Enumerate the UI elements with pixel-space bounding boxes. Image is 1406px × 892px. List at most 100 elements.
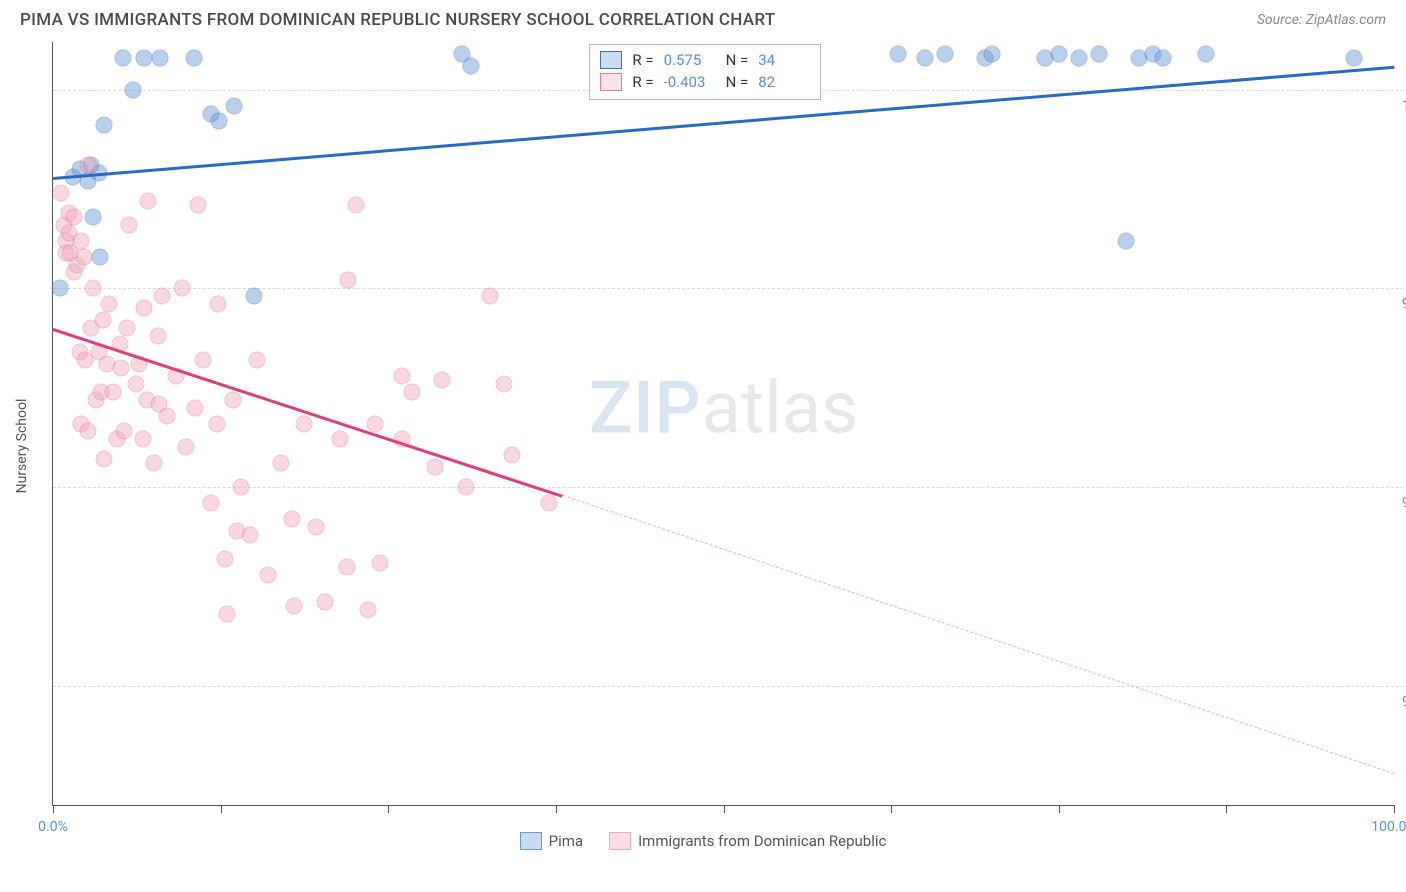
stats-row-pima: R = 0.575 N = 34 bbox=[600, 49, 810, 71]
y-tick-label: 95.0% bbox=[1402, 495, 1406, 511]
data-point-pima bbox=[1090, 45, 1107, 62]
data-point-dr bbox=[136, 300, 153, 317]
data-point-pima bbox=[916, 49, 933, 66]
fit-line-dash bbox=[562, 495, 1394, 774]
data-point-pima bbox=[91, 248, 108, 265]
data-point-dr bbox=[495, 375, 512, 392]
n-label: N = bbox=[726, 49, 749, 71]
plot-area: ZIPatlas 92.5%95.0%97.5%100.0%0.0%100.0%… bbox=[52, 42, 1394, 806]
x-tick bbox=[724, 805, 725, 813]
gridline bbox=[53, 487, 1406, 488]
data-point-pima bbox=[1070, 49, 1087, 66]
data-point-dr bbox=[173, 280, 190, 297]
y-tick-label: 92.5% bbox=[1402, 694, 1406, 710]
data-point-dr bbox=[219, 606, 236, 623]
x-tick bbox=[221, 805, 222, 813]
data-point-pima bbox=[1050, 45, 1067, 62]
data-point-dr bbox=[331, 431, 348, 448]
x-tick bbox=[1059, 805, 1060, 813]
data-point-dr bbox=[140, 192, 157, 209]
data-point-dr bbox=[105, 383, 122, 400]
data-point-dr bbox=[158, 407, 175, 424]
data-point-dr bbox=[128, 375, 145, 392]
r-value: -0.403 bbox=[664, 71, 716, 93]
y-tick-label: 97.5% bbox=[1402, 296, 1406, 312]
data-point-pima bbox=[125, 81, 142, 98]
data-point-pima bbox=[1345, 49, 1362, 66]
data-point-dr bbox=[189, 196, 206, 213]
data-point-dr bbox=[134, 431, 151, 448]
gridline bbox=[53, 686, 1406, 687]
data-point-dr bbox=[73, 232, 90, 249]
data-point-dr bbox=[503, 447, 520, 464]
data-point-dr bbox=[283, 510, 300, 527]
data-point-pima bbox=[936, 45, 953, 62]
data-point-pima bbox=[889, 45, 906, 62]
data-point-dr bbox=[259, 566, 276, 583]
legend-swatch bbox=[520, 832, 542, 850]
stats-swatch bbox=[600, 51, 622, 69]
legend-label: Immigrants from Dominican Republic bbox=[638, 832, 886, 850]
data-point-dr bbox=[149, 328, 166, 345]
n-label: N = bbox=[726, 71, 749, 93]
data-point-dr bbox=[317, 594, 334, 611]
data-point-dr bbox=[286, 598, 303, 615]
data-point-pima bbox=[185, 49, 202, 66]
x-tick bbox=[53, 805, 54, 813]
source-label: Source: ZipAtlas.com bbox=[1257, 12, 1386, 28]
stats-swatch bbox=[600, 73, 622, 91]
data-point-dr bbox=[340, 272, 357, 289]
data-point-pima bbox=[463, 57, 480, 74]
data-point-pima bbox=[226, 97, 243, 114]
data-point-dr bbox=[433, 371, 450, 388]
data-point-dr bbox=[208, 415, 225, 432]
data-point-dr bbox=[195, 351, 212, 368]
data-point-pima bbox=[983, 45, 1000, 62]
data-point-dr bbox=[366, 415, 383, 432]
x-tick bbox=[1394, 805, 1395, 813]
data-point-dr bbox=[53, 185, 70, 202]
data-point-dr bbox=[338, 558, 355, 575]
header: PIMA VS IMMIGRANTS FROM DOMINICAN REPUBL… bbox=[0, 0, 1406, 36]
data-point-dr bbox=[482, 288, 499, 305]
data-point-dr bbox=[121, 216, 138, 233]
data-point-dr bbox=[307, 518, 324, 535]
data-point-pima bbox=[51, 280, 68, 297]
data-point-dr bbox=[145, 455, 162, 472]
legend-swatch bbox=[609, 832, 631, 850]
data-point-dr bbox=[427, 459, 444, 476]
legend-item-pima: Pima bbox=[520, 832, 583, 850]
data-point-pima bbox=[136, 49, 153, 66]
data-point-dr bbox=[118, 320, 135, 337]
data-point-dr bbox=[79, 157, 96, 174]
data-point-dr bbox=[216, 550, 233, 567]
data-point-dr bbox=[79, 423, 96, 440]
data-point-dr bbox=[113, 359, 130, 376]
data-point-dr bbox=[232, 479, 249, 496]
stats-row-dr: R =-0.403N =82 bbox=[600, 71, 810, 93]
data-point-pima bbox=[114, 49, 131, 66]
data-point-dr bbox=[393, 367, 410, 384]
data-point-dr bbox=[153, 288, 170, 305]
data-point-pima bbox=[95, 117, 112, 134]
data-point-dr bbox=[242, 526, 259, 543]
data-point-dr bbox=[372, 554, 389, 571]
n-value: 34 bbox=[758, 49, 810, 71]
chart-title: PIMA VS IMMIGRANTS FROM DOMINICAN REPUBL… bbox=[20, 10, 775, 30]
data-point-pima bbox=[211, 113, 228, 130]
data-point-pima bbox=[1117, 232, 1134, 249]
data-point-pima bbox=[246, 288, 263, 305]
r-value: 0.575 bbox=[664, 49, 716, 71]
data-point-dr bbox=[203, 494, 220, 511]
r-label: R = bbox=[632, 71, 653, 93]
stats-box: R =0.575N =34R =-0.403N =82 bbox=[589, 44, 821, 100]
data-point-dr bbox=[66, 208, 83, 225]
watermark-part-b: atlas bbox=[702, 366, 859, 451]
legend-item-dr: Immigrants from Dominican Republic bbox=[609, 832, 886, 850]
data-point-dr bbox=[187, 399, 204, 416]
x-tick bbox=[388, 805, 389, 813]
chart-wrapper: Nursery School ZIPatlas 92.5%95.0%97.5%1… bbox=[0, 36, 1406, 856]
r-label: R = bbox=[632, 49, 653, 71]
data-point-pima bbox=[1155, 49, 1172, 66]
legend-label: Pima bbox=[549, 832, 583, 850]
